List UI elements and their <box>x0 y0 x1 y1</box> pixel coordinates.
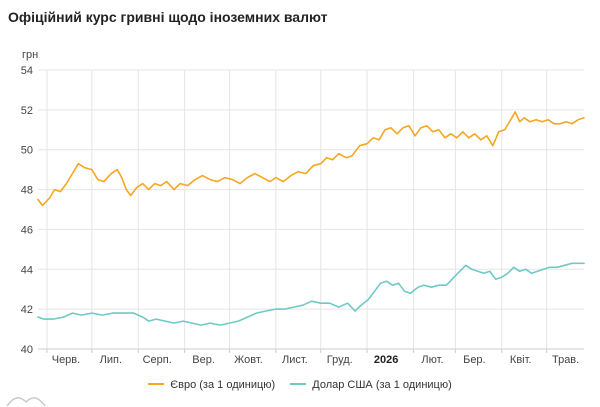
chart-title: Офіційний курс гривні щодо іноземних вал… <box>8 9 328 25</box>
y-tick-label: 54 <box>21 65 33 77</box>
series-lines <box>37 111 585 326</box>
y-tick-label: 50 <box>21 145 33 157</box>
y-tick-label: 52 <box>21 105 33 117</box>
x-tick-label: Трав. <box>552 354 579 366</box>
legend-swatch-usd <box>290 383 307 386</box>
grid <box>38 69 584 350</box>
brand-logo-icon <box>6 397 46 407</box>
legend: Євро (за 1 одиницю) Долар США (за 1 один… <box>0 379 600 391</box>
y-tick-label: 40 <box>21 344 33 356</box>
legend-label-eur: Євро (за 1 одиницю) <box>170 379 276 391</box>
x-tick-label: Лют. <box>421 354 443 366</box>
x-tick-label: Жовт. <box>234 354 263 366</box>
x-tick-label: Черв. <box>52 354 80 366</box>
x-tick-label: Лист. <box>282 354 308 366</box>
y-tick-label: 42 <box>21 304 33 316</box>
series-line-eur <box>37 111 585 207</box>
x-tick-label: Груд. <box>327 354 353 366</box>
legend-label-usd: Долар США (за 1 одиницю) <box>312 379 452 391</box>
x-tick-label: Серп. <box>143 354 172 366</box>
axes: грн 40 42 44 46 48 50 52 54 Черв. Лип. Серп. Вер. Жов… <box>21 49 579 366</box>
y-tick-label: 44 <box>21 264 33 276</box>
y-tick-label: 46 <box>21 224 33 236</box>
y-tick-label: 48 <box>21 185 33 197</box>
legend-item-eur[interactable]: Євро (за 1 одиницю) <box>148 379 275 391</box>
x-tick-label: Квіт. <box>510 354 532 366</box>
x-tick-label: Бер. <box>463 354 486 366</box>
x-tick-label: Лип. <box>100 354 122 366</box>
series-line-usd <box>37 262 585 326</box>
legend-swatch-eur <box>148 383 165 386</box>
y-axis-label: грн <box>22 49 38 61</box>
legend-item-usd[interactable]: Долар США (за 1 одиницю) <box>290 379 452 391</box>
x-tick-label: 2026 <box>374 354 398 366</box>
x-tick-label: Вер. <box>192 354 215 366</box>
